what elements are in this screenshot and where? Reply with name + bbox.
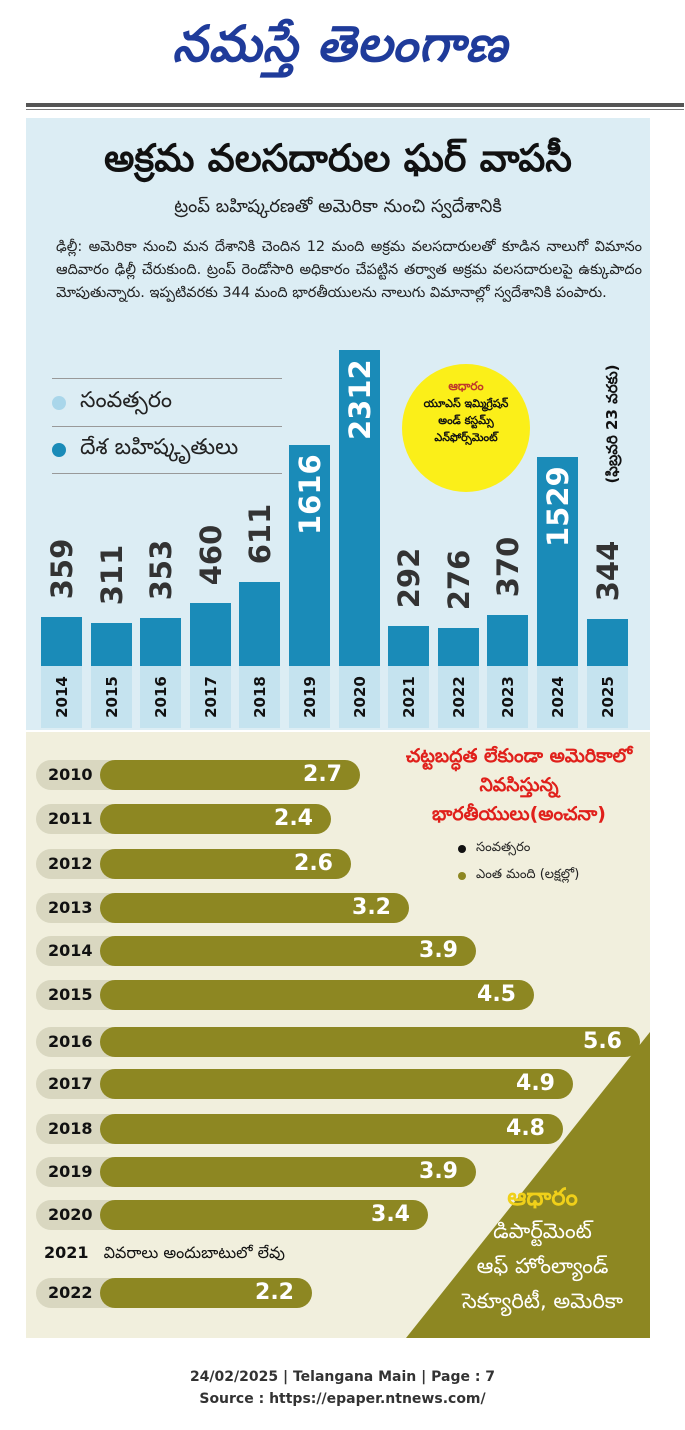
dhs-source-line-1: డిపార్ట్‌మెంట్ [493,1219,592,1243]
year-box-2024 [537,666,578,728]
legend2-item-count: ఎంత మంది (లక్షల్లో) [458,862,642,889]
year-label-2022: 2022 [449,676,468,718]
year-box-2018 [239,666,280,728]
bar-value-2014: 359 [44,538,79,600]
bar-value-2019: 1616 [292,454,327,535]
bar-2020 [339,350,380,666]
year-box-2021 [388,666,429,728]
source-badge: ఆధారం యూఎస్ ఇమ్మిగ్రేషన్ అండ్ కస్టమ్స్ ఎ… [402,364,530,492]
masthead-rule [26,103,684,107]
bar-2017 [190,603,231,666]
bar-2022 [438,628,479,666]
year-label-2015: 2015 [102,676,121,718]
masthead-rule-thin [26,109,684,110]
bar-2023 [487,615,528,666]
hbar-2018: 4.8 [100,1114,563,1144]
legend-label-deportees: దేశ బహిష్కృతులు [80,435,239,460]
hbar-2014: 3.9 [100,936,476,966]
dhs-source: ఆధారం డిపార్ట్‌మెంట్ ఆఫ్ హోంల్యాండ్ సెక్… [430,1180,655,1319]
hbar-2013: 3.2 [100,893,409,923]
bar-value-2022: 276 [441,549,476,611]
bar-2014 [41,617,82,666]
bar-value-2020: 2312 [342,359,377,440]
deportation-legend: సంవత్సరం దేశ బహిష్కృతులు [52,378,282,474]
year-label-2025: 2025 [598,676,617,718]
dhs-source-label: ఆధారం [507,1183,578,1211]
year-box-2020 [339,666,380,728]
story-body: ఢిల్లీ: అమెరికా నుంచి మన దేశానికి చెందిన… [56,239,642,301]
bar-2018 [239,582,280,666]
bar-2016 [140,618,181,666]
year-label-2024: 2024 [548,676,567,718]
year-label-2023: 2023 [498,676,517,718]
page-footer: 24/02/2025 | Telangana Main | Page : 7 S… [0,1366,685,1410]
year-box-2014 [41,666,82,728]
year-label-2018: 2018 [250,676,269,718]
headline: అక్రమ వలసదారుల ఘర్ వాపసీ [104,136,572,180]
hbar-2010: 2.7 [100,760,360,790]
legend-item-year: సంవత్సరం [52,378,282,426]
bar-value-2018: 611 [242,503,277,565]
legend2-item-year: సంవత్సరం [458,835,642,862]
legend2-dot-year [458,844,466,853]
hbar-2017: 4.9 [100,1069,573,1099]
hbar-2022: 2.2 [100,1278,312,1308]
source-badge-label: ఆధారం [448,379,484,393]
subheadline: ట్రంప్ బహిష్కరణతో అమెరికా నుంచి స్వదేశాన… [174,196,502,217]
bar-value-2024: 1529 [540,466,575,547]
legend-dot-blue [52,443,66,457]
bar-2024 [537,457,578,666]
dhs-source-line-2: ఆఫ్ హోంల్యాండ్ [476,1254,609,1278]
legend2-label-year: సంవత్సరం [476,839,531,855]
year-box-2025 [587,666,628,728]
dhs-source-line-3: సెక్యూరిటీ, అమెరికా [461,1289,624,1313]
legend-label-year: సంవత్సరం [80,387,173,413]
year-box-2022 [438,666,479,728]
legend2-dot-count [458,871,466,880]
undocumented-legend: చట్టబద్ధత లేకుండా అమెరికాలో నివసిస్తున్న… [396,742,642,889]
footer-date-line: 24/02/2025 | Telangana Main | Page : 7 [189,1369,496,1385]
year-label-2017: 2017 [201,676,220,718]
bar-2021 [388,626,429,666]
hbar-2019: 3.9 [100,1157,476,1187]
hbar-2012: 2.6 [100,849,351,879]
olive-corner-shape [406,1032,650,1338]
legend2-label-count: ఎంత మంది (లక్షల్లో) [476,866,580,882]
year-label-2020: 2020 [350,676,369,718]
year-label-2014: 2014 [52,676,71,718]
year-label-2021: 2021 [399,676,418,718]
hbar-2015: 4.5 [100,980,534,1010]
hbar-2020: 3.4 [100,1200,428,1230]
date-note: (ఫిబ్రవరి 23 వరకు) [603,364,621,484]
year-label-2019: 2019 [300,676,319,718]
bar-value-2015: 311 [94,544,129,606]
hbar-2016: 5.6 [100,1027,640,1057]
year-box-2019 [289,666,330,728]
source-badge-text: యూఎస్ ఇమ్మిగ్రేషన్ అండ్ కస్టమ్స్ ఎన్‌ఫోర… [423,397,509,444]
bar-value-2025: 344 [590,540,625,602]
masthead: నమస్తే తెలంగాణ [0,0,685,95]
row-2021-note: వివరాలు అందుబాటులో లేవు [103,1243,285,1262]
row-2021-no-data: 2021 వివరాలు అందుబాటులో లేవు [44,1243,285,1267]
bar-value-2023: 370 [490,536,525,598]
legend-dot-light [52,395,66,410]
bar-value-2016: 353 [143,539,178,601]
hbar-2011: 2.4 [100,804,331,834]
bar-2019 [289,445,330,666]
bar-2025 [587,619,628,666]
year-box-2023 [487,666,528,728]
year-box-2015 [91,666,132,728]
row-2021-year: 2021 [44,1243,89,1262]
bar-value-2021: 292 [391,547,426,609]
bar-value-2017: 460 [193,524,228,586]
footer-source-line: Source : https://epaper.ntnews.com/ [199,1391,486,1407]
newspaper-name: నమస్తే తెలంగాణ [172,14,508,73]
undocumented-chart-title: చట్టబద్ధత లేకుండా అమెరికాలో నివసిస్తున్న… [405,745,633,825]
year-box-2017 [190,666,231,728]
year-box-2016 [140,666,181,728]
legend-item-deportees: దేశ బహిష్కృతులు [52,426,282,474]
year-label-2016: 2016 [151,676,170,718]
bar-2015 [91,623,132,666]
